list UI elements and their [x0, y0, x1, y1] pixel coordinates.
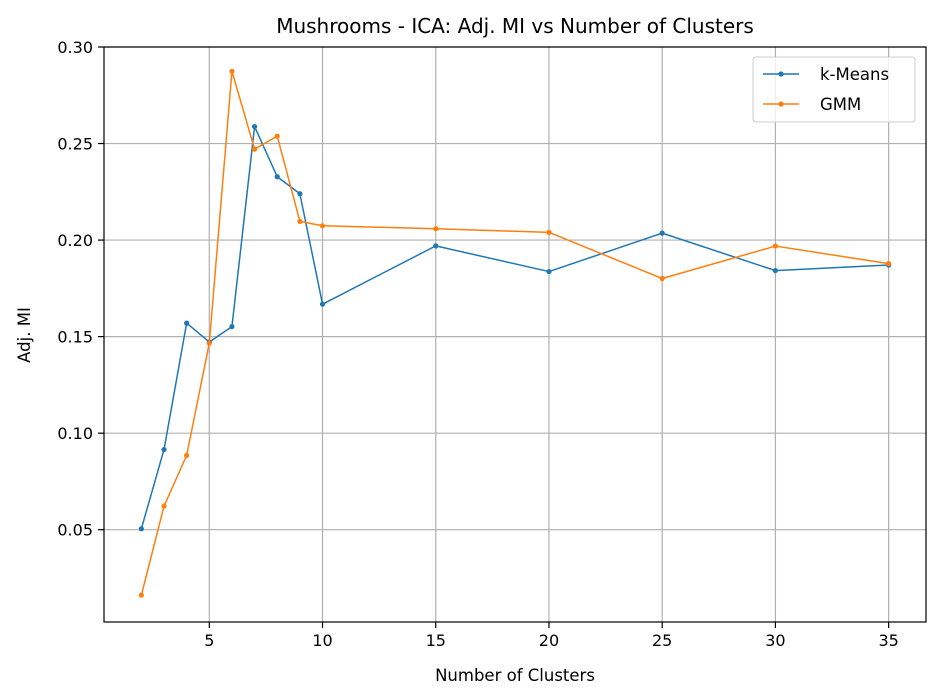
k-means-point [659, 230, 665, 236]
k-means-point [251, 123, 258, 130]
gmm-point [138, 592, 144, 598]
gmm-point [659, 275, 665, 282]
x-axis-label: Number of Clusters [435, 666, 595, 685]
y-axis-label: Adj. MI [15, 307, 34, 363]
gmm-point [886, 261, 892, 267]
x-tick-label: 25 [652, 631, 672, 650]
k-means-point [184, 320, 190, 326]
gmm-point [206, 340, 212, 346]
gmm-point [229, 68, 235, 74]
axis-ticks: 5 10 15 20 25 30 35 0.05 0.10 0.15 0.20 0.25 0.30 [57, 38, 898, 650]
k-means-point [772, 267, 779, 274]
y-tick-label: 0.20 [57, 231, 93, 250]
k-means-point [229, 323, 235, 330]
chart-title: Mushrooms - ICA: Adj. MI vs Number of Cl… [276, 14, 754, 38]
x-tick-label: 10 [312, 631, 332, 650]
gmm-point [161, 503, 167, 509]
k-means-point [319, 301, 326, 307]
gmm-point [297, 218, 303, 224]
x-tick-label: 15 [426, 631, 446, 650]
k-means-point [161, 446, 167, 453]
y-tick-label: 0.30 [57, 38, 93, 57]
k-means-legend-marker [778, 71, 784, 77]
grid-lines [104, 46, 926, 622]
gmm-point [546, 229, 552, 235]
legend: k-Means GMM [752, 56, 916, 123]
gmm-point [184, 452, 190, 458]
gmm-line [140, 70, 889, 596]
gmm-point [251, 146, 258, 152]
series-layer [138, 68, 892, 598]
gmm-point [274, 133, 280, 139]
gmm-point [433, 226, 439, 232]
gmm-legend-label: GMM [820, 95, 861, 114]
k-means-line [140, 125, 889, 529]
plot-frame [103, 46, 927, 623]
y-tick-label: 0.05 [57, 521, 93, 540]
x-tick-label: 35 [878, 631, 898, 650]
y-tick-label: 0.25 [57, 135, 93, 154]
x-tick-label: 20 [539, 631, 559, 650]
k-means-point [138, 526, 144, 532]
k-means-point [297, 191, 303, 197]
x-tick-label: 5 [204, 631, 214, 650]
gmm-point [772, 243, 779, 249]
gmm-point [319, 223, 326, 229]
k-means-point [274, 174, 280, 180]
k-means-legend-label: k-Means [820, 65, 889, 84]
k-means-point [433, 243, 439, 249]
y-tick-label: 0.15 [57, 328, 93, 347]
k-means-point [546, 268, 552, 275]
gmm-legend-marker [778, 101, 784, 107]
y-tick-label: 0.10 [57, 424, 93, 443]
x-tick-label: 30 [765, 631, 785, 650]
